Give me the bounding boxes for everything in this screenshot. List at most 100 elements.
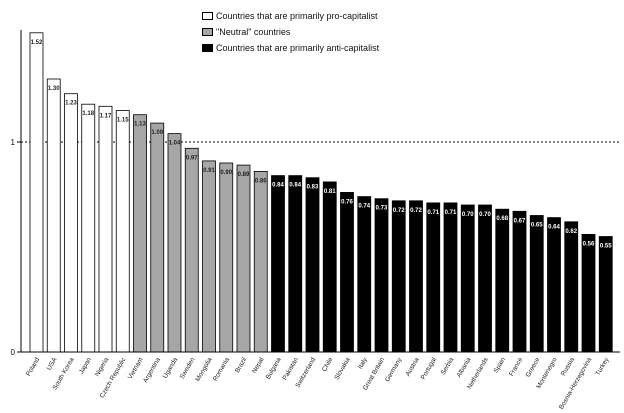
- category-label-23: Portugal: [420, 356, 438, 381]
- bar-6: [133, 114, 147, 353]
- data-label-23: 0.71: [427, 210, 439, 216]
- data-label-33: 0.55: [600, 244, 612, 250]
- data-label-3: 1.18: [82, 111, 94, 117]
- bar-13: [253, 170, 268, 353]
- data-label-20: 0.73: [376, 206, 388, 212]
- legend-swatch-anti: [202, 44, 213, 52]
- data-label-10: 0.91: [203, 168, 215, 174]
- category-label-29: Greece: [525, 356, 542, 378]
- data-label-16: 0.83: [307, 185, 319, 191]
- category-label-8: Uganda: [162, 356, 180, 380]
- data-label-15: 0.84: [289, 183, 301, 189]
- legend: Countries that are primarily pro-capital…: [202, 8, 379, 56]
- data-label-22: 0.72: [410, 208, 422, 214]
- category-label-13: Nepal: [251, 356, 266, 375]
- data-label-5: 1.15: [117, 118, 129, 124]
- category-label-12: Brazil: [234, 356, 248, 374]
- bar-25: [460, 204, 475, 353]
- category-label-18: Slovakia: [333, 356, 352, 381]
- bar-2: [64, 93, 78, 353]
- bar-18: [340, 191, 354, 353]
- bar-8: [167, 133, 182, 353]
- data-label-25: 0.70: [462, 212, 474, 218]
- bar-29: [529, 215, 544, 353]
- data-label-8: 1.04: [169, 141, 181, 147]
- bar-27: [495, 208, 510, 353]
- category-label-15: Pakistan: [281, 356, 300, 381]
- bar-0: [29, 32, 44, 353]
- bar-20: [374, 198, 389, 353]
- data-label-26: 0.70: [479, 212, 491, 218]
- bar-5: [115, 110, 130, 353]
- data-label-13: 0.86: [255, 178, 267, 184]
- bar-10: [202, 160, 216, 353]
- data-label-18: 0.76: [341, 199, 353, 205]
- category-label-21: Germany: [384, 356, 404, 383]
- data-label-0: 1.52: [31, 40, 43, 46]
- bar-4: [98, 105, 113, 353]
- bar-17: [322, 181, 337, 353]
- data-label-14: 0.84: [272, 183, 284, 189]
- data-label-27: 0.68: [496, 216, 508, 222]
- category-label-3: Japan: [78, 356, 93, 375]
- legend-item-neutral: "Neutral" countries: [202, 24, 379, 40]
- legend-swatch-neutral: [202, 28, 213, 36]
- data-label-17: 0.81: [324, 189, 336, 195]
- data-label-9: 0.97: [186, 155, 198, 161]
- legend-label-pro: Countries that are primarily pro-capital…: [216, 11, 378, 21]
- legend-item-anti: Countries that are primarily anti-capita…: [202, 40, 379, 56]
- category-label-22: Austria: [405, 356, 421, 377]
- bar-31: [564, 221, 579, 353]
- bar-30: [547, 217, 561, 353]
- data-label-6: 1.13: [134, 122, 146, 128]
- legend-label-neutral: "Neutral" countries: [216, 27, 291, 37]
- bar-14: [271, 175, 285, 353]
- bar-26: [478, 204, 492, 353]
- category-label-25: Albania: [456, 356, 473, 379]
- category-label-32: Bosnia-Herzegovina: [558, 356, 594, 411]
- legend-item-pro: Countries that are primarily pro-capital…: [202, 8, 379, 24]
- category-label-9: Sweden: [179, 356, 197, 380]
- bar-22: [409, 200, 423, 353]
- category-label-4: Nigeria: [94, 356, 111, 378]
- data-label-12: 0.89: [238, 172, 250, 178]
- category-label-27: Spain: [493, 356, 508, 374]
- data-label-32: 0.56: [583, 241, 595, 247]
- bar-9: [184, 147, 199, 353]
- bar-28: [512, 210, 527, 353]
- bar-7: [150, 122, 165, 353]
- data-label-31: 0.62: [565, 229, 577, 235]
- bar-21: [391, 200, 406, 353]
- bar-19: [357, 196, 372, 353]
- category-label-28: France: [508, 356, 524, 377]
- data-label-1: 1.30: [48, 86, 60, 92]
- bar-15: [288, 175, 303, 353]
- category-label-19: Italy: [357, 356, 369, 370]
- bar-23: [426, 202, 441, 353]
- bar-33: [598, 236, 613, 353]
- category-label-1: USA: [46, 356, 59, 372]
- category-label-24: Serbia: [440, 356, 456, 376]
- legend-swatch-pro: [202, 12, 213, 20]
- data-label-7: 1.09: [151, 130, 163, 136]
- category-label-0: Poland: [25, 356, 41, 377]
- data-label-29: 0.65: [531, 223, 543, 229]
- bar-3: [81, 103, 96, 353]
- data-label-4: 1.17: [100, 113, 112, 119]
- category-label-11: Romania: [212, 356, 231, 382]
- category-label-17: Chile: [321, 356, 335, 373]
- data-label-2: 1.23: [65, 101, 77, 107]
- y-tick-label-0: 0: [11, 348, 16, 357]
- category-label-7: Argentina: [142, 356, 162, 384]
- bar-24: [443, 202, 458, 353]
- category-label-31: Russia: [560, 356, 576, 377]
- legend-label-anti: Countries that are primarily anti-capita…: [216, 43, 380, 53]
- category-label-14: Bulgaria: [265, 356, 283, 380]
- data-label-30: 0.64: [548, 225, 560, 231]
- bar-16: [305, 177, 320, 353]
- bar-12: [236, 164, 251, 353]
- data-label-21: 0.72: [393, 208, 405, 214]
- y-tick-label-1: 1: [11, 138, 16, 147]
- bar-11: [219, 162, 234, 353]
